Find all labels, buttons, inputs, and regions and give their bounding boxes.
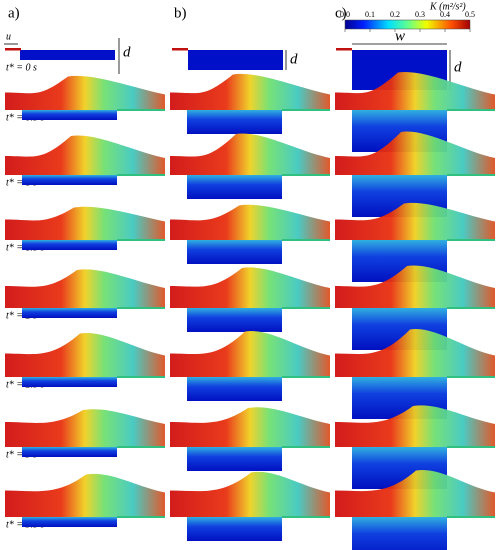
flow-field bbox=[170, 331, 330, 377]
cavity bbox=[187, 517, 282, 541]
time-label: t* = 0 s bbox=[6, 62, 37, 73]
inlet bbox=[336, 48, 352, 51]
time-label: t* = 3 s bbox=[6, 449, 37, 460]
tick-label: 0.0 bbox=[340, 10, 350, 19]
panel-label: c) bbox=[335, 5, 347, 21]
cavity bbox=[20, 50, 115, 60]
flow-field bbox=[5, 269, 165, 308]
flow-field bbox=[170, 133, 330, 175]
colorbar bbox=[344, 19, 471, 30]
cavity bbox=[187, 110, 282, 134]
flow-field bbox=[170, 267, 330, 308]
cavity bbox=[22, 175, 117, 185]
tick-label: 0.3 bbox=[415, 10, 425, 19]
flow-field bbox=[335, 202, 495, 240]
inlet bbox=[5, 48, 21, 51]
tick-label: 0.2 bbox=[390, 10, 400, 19]
cavity bbox=[22, 110, 117, 120]
cavity bbox=[22, 517, 117, 527]
flow-field bbox=[170, 471, 330, 517]
flow-field bbox=[170, 73, 330, 110]
cavity bbox=[188, 50, 283, 70]
cavity bbox=[352, 517, 447, 550]
flow-field bbox=[5, 135, 165, 175]
flow-field bbox=[335, 71, 495, 110]
depth-label: d bbox=[290, 51, 298, 67]
flow-field bbox=[335, 131, 495, 175]
tick-label: 0.4 bbox=[440, 10, 450, 19]
inflow-label: u bbox=[6, 31, 11, 42]
flow-field bbox=[170, 407, 330, 447]
time-label: t* = 2 s bbox=[6, 310, 37, 321]
cavity bbox=[187, 377, 282, 401]
time-label: t* = 1 s bbox=[6, 177, 37, 188]
cavity bbox=[22, 447, 117, 457]
inlet bbox=[172, 48, 188, 51]
flow-field bbox=[170, 204, 330, 240]
width-label: w bbox=[395, 28, 405, 44]
cavity bbox=[187, 240, 282, 264]
flow-field bbox=[5, 473, 165, 517]
tick-label: 0.1 bbox=[365, 10, 375, 19]
cavity bbox=[187, 447, 282, 471]
cavity bbox=[187, 175, 282, 199]
tick-label: 0.5 bbox=[465, 10, 475, 19]
colorbar-label: K (m²/s²) bbox=[429, 1, 466, 12]
cavity bbox=[22, 308, 117, 318]
flow-field bbox=[5, 206, 165, 240]
cavity bbox=[22, 240, 117, 250]
flow-field bbox=[5, 409, 165, 447]
cavity bbox=[22, 377, 117, 387]
flow-field bbox=[335, 265, 495, 308]
flow-field bbox=[5, 332, 165, 377]
flow-field bbox=[5, 75, 165, 110]
cavity bbox=[187, 308, 282, 332]
flow-field bbox=[335, 405, 495, 447]
depth-label: d bbox=[454, 59, 462, 75]
flow-field bbox=[335, 329, 495, 377]
depth-label: d bbox=[123, 44, 131, 60]
flow-field bbox=[335, 469, 495, 517]
panel-label: a) bbox=[8, 5, 20, 21]
panel-label: b) bbox=[174, 5, 187, 21]
